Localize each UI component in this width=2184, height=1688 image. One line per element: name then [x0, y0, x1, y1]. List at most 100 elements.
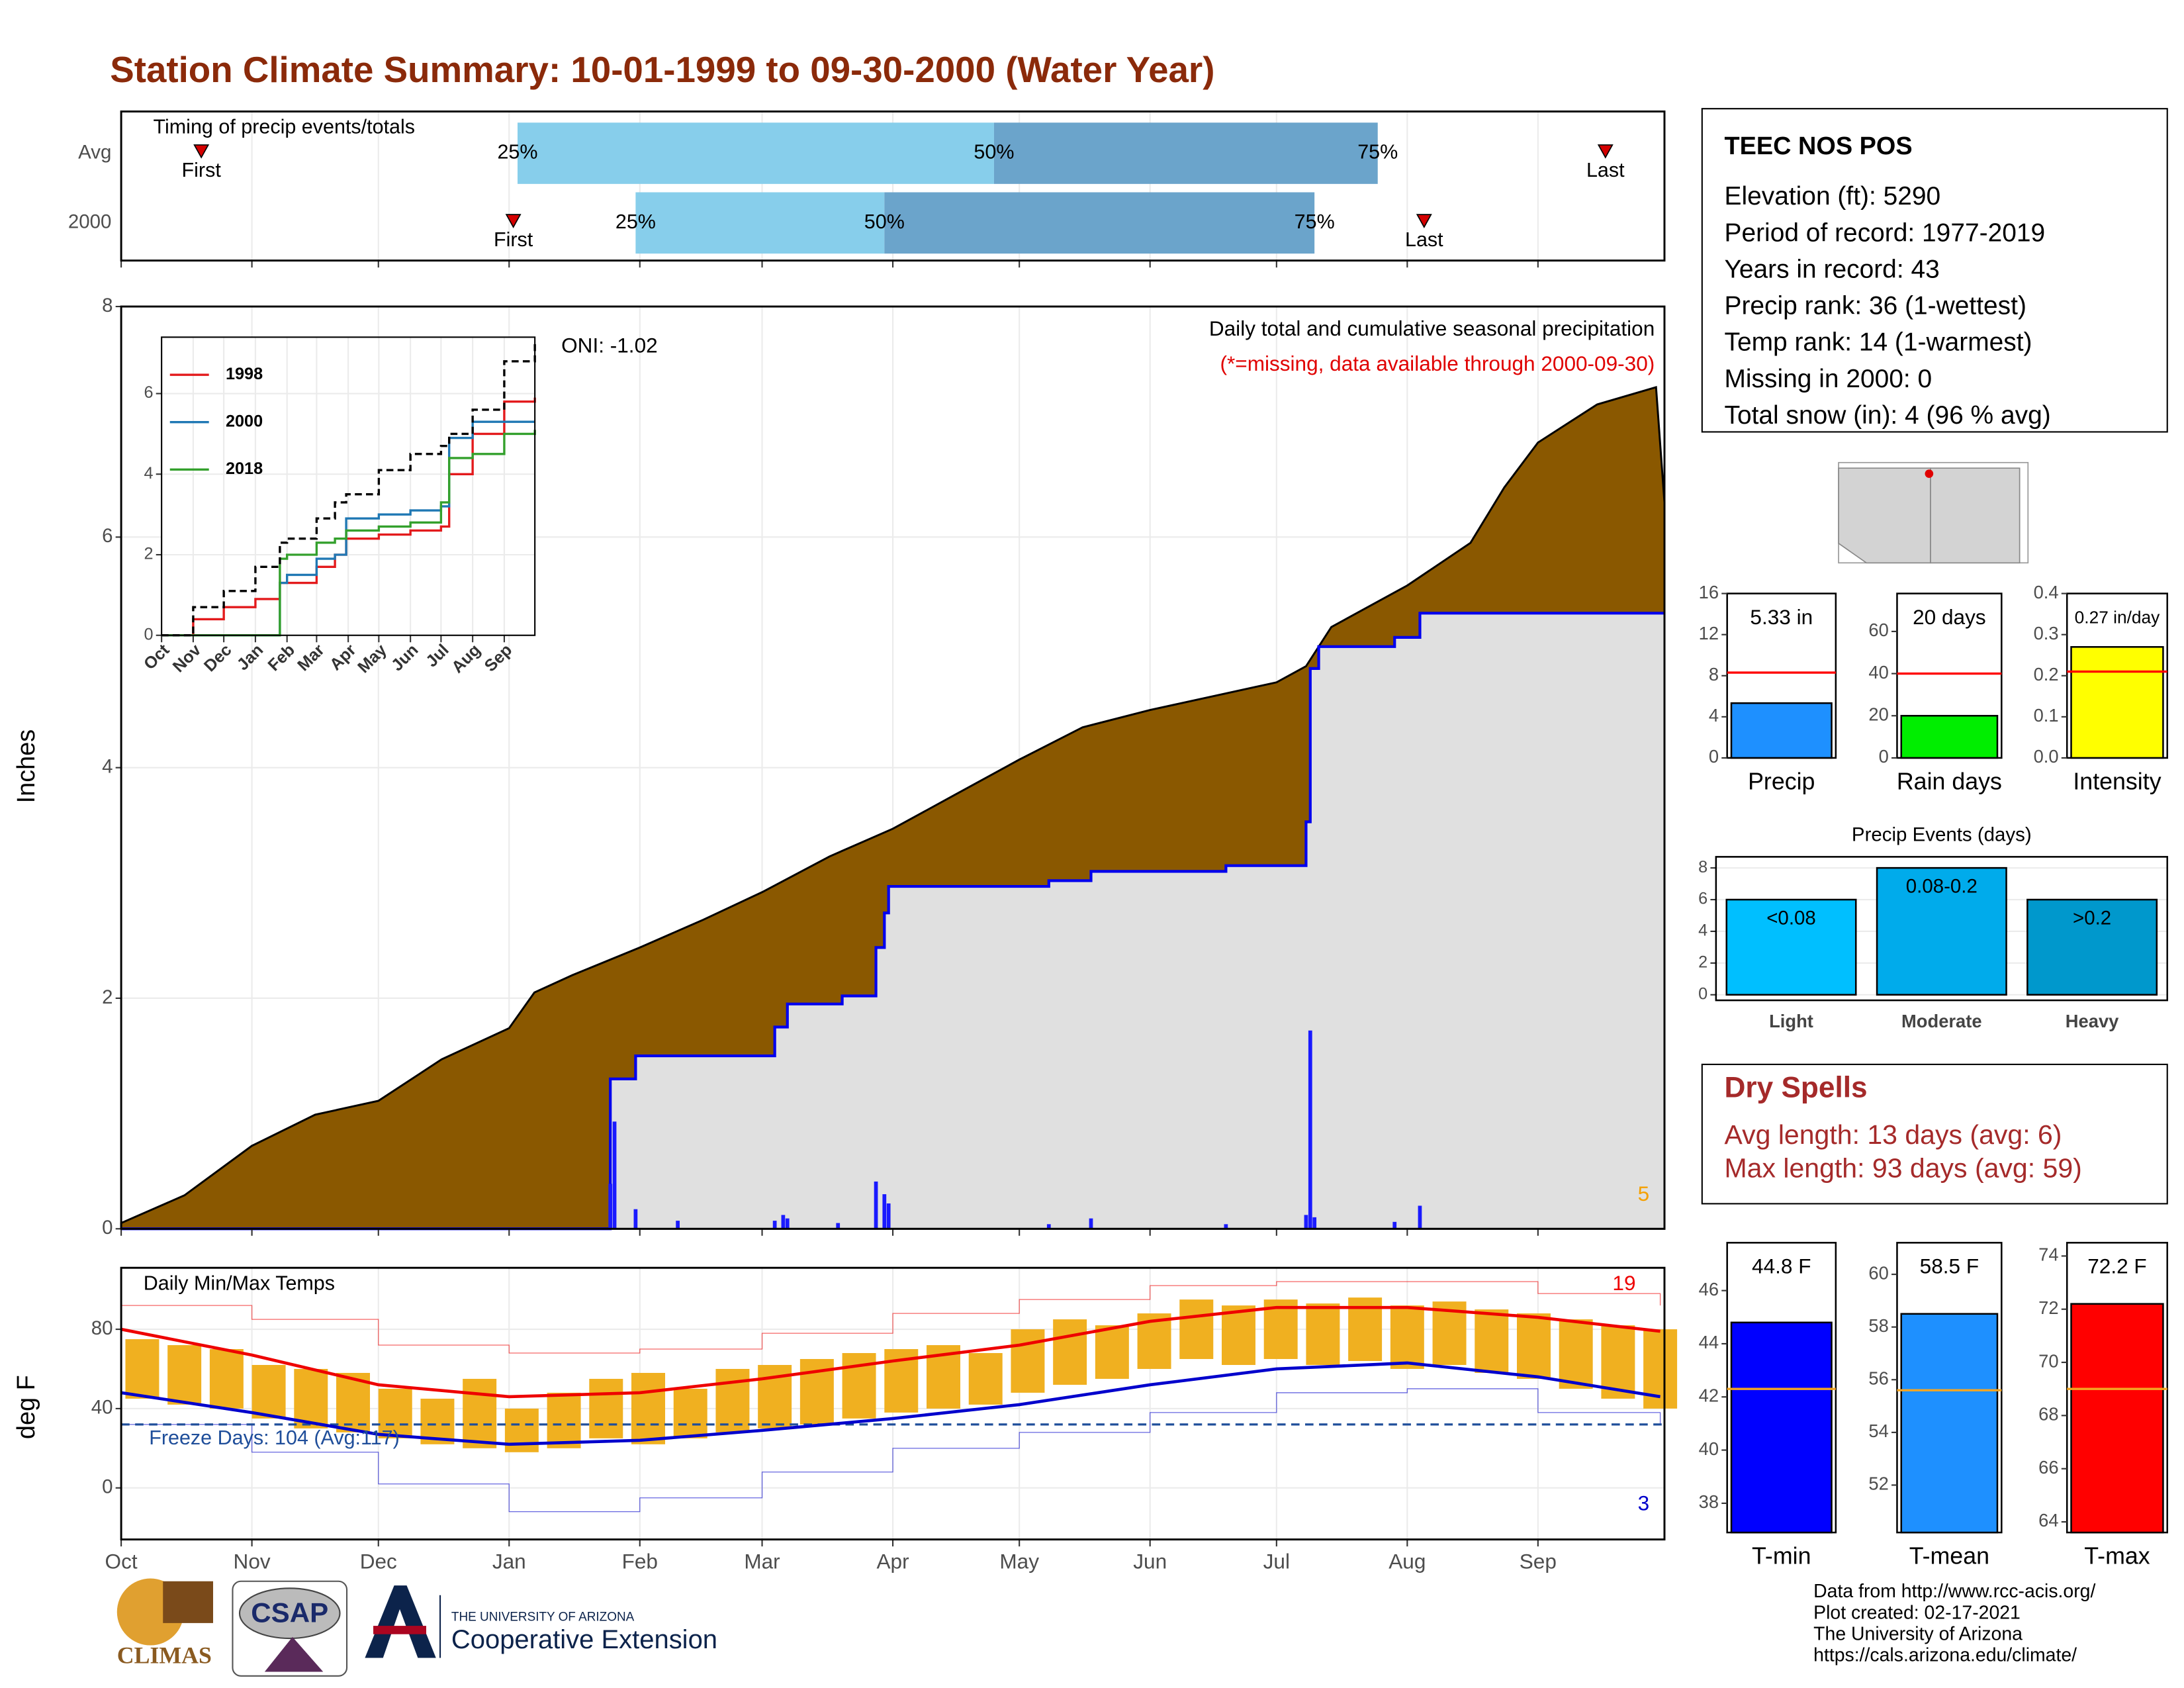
station-line: Precip rank: 36 (1-wettest) [1724, 292, 2026, 320]
y-tick-label: 0 [1709, 746, 1719, 767]
panel-frame [120, 305, 1666, 1230]
timing-chart: Timing of precip events/totals Avg First 25… [68, 110, 1666, 268]
daily-precip-bar [1312, 1217, 1317, 1229]
timing-percent-label: 25% [615, 211, 656, 233]
station-box [1701, 108, 2168, 433]
daily-precip-bar [886, 1203, 891, 1229]
station-line: Period of record: 1977-2019 [1724, 218, 2045, 247]
gauge-value-label: 0.27 in/day [2075, 607, 2161, 627]
gauge-category: T-min [1752, 1542, 1811, 1569]
gauge-value-label: 72.2 F [2087, 1254, 2146, 1278]
y-tick-label: 0 [102, 1217, 113, 1239]
record-min-line [121, 1388, 1661, 1513]
credit-line: https://cals.arizona.edu/climate/ [1813, 1645, 2077, 1666]
page-title: Station Climate Summary: 10-01-1999 to 0… [110, 49, 1214, 90]
y-axis-label: deg F [13, 1375, 40, 1439]
daily-precip-bar [1224, 1224, 1228, 1229]
daily-precip-bar [785, 1218, 790, 1229]
timing-percent-label: 50% [974, 141, 1014, 164]
y-tick-label: 74 [2038, 1244, 2058, 1265]
y-tick-label: 6 [144, 383, 153, 402]
daily-temp-bar [1222, 1305, 1255, 1366]
gauge-bar [2070, 646, 2164, 759]
y-tick-label: 58 [1868, 1315, 1888, 1336]
timing-marker [505, 214, 522, 228]
event-bar-label: <0.08 [1766, 907, 1816, 929]
y-tick-label: 70 [2038, 1350, 2058, 1371]
daily-temp-bar [1559, 1319, 1593, 1389]
y-tick-label: 2 [102, 986, 113, 1008]
panel-frame [120, 1266, 1666, 1541]
location-map [1838, 461, 2029, 564]
dry-spells-box [1701, 1063, 2168, 1205]
gauge-bar [2070, 1303, 2164, 1534]
daily-temp-bar [1095, 1325, 1129, 1379]
csap-mountain [264, 1636, 324, 1672]
gauge-value-label: 58.5 F [1920, 1254, 1979, 1278]
timing-bar [635, 192, 885, 254]
y-tick-label: 40 [91, 1397, 113, 1419]
y-tick-label: 8 [102, 295, 113, 316]
y-tick-label: 80 [91, 1317, 113, 1339]
daily-temp-bar [1306, 1303, 1340, 1366]
gauge-category: Intensity [2073, 768, 2161, 794]
timing-title: Timing of precip events/totals [154, 116, 416, 138]
daily-temp-bar [1179, 1299, 1214, 1360]
y-tick-label: 8 [1709, 664, 1719, 684]
y-tick-label: 68 [2038, 1404, 2058, 1425]
timing-percent-label: 75% [1295, 211, 1335, 233]
y-tick-label: 0 [1879, 746, 1889, 767]
gauge-value-label: 44.8 F [1752, 1254, 1811, 1278]
csap-cloud [238, 1587, 341, 1640]
x-tick-label: Aug [1388, 1550, 1426, 1573]
event-bar-label: 0.08-0.2 [1906, 875, 1978, 897]
daily-precip-bar [676, 1221, 680, 1229]
timing-percent-label: 75% [1357, 141, 1398, 164]
y-tick-label: 0.0 [2034, 746, 2059, 767]
panel-frame [120, 110, 1666, 262]
credit-line: Data from http://www.rcc-acis.org/ [1813, 1581, 2095, 1602]
daily-temp-bar [715, 1368, 750, 1432]
daily-precip-bar [608, 1184, 613, 1229]
event-bar [1725, 898, 1857, 996]
temperature-chart: 0 40 80 Oct Nov Dec Jan Feb Mar Apr May Jun Jul Aug Se… [13, 1266, 1678, 1573]
y-tick-label: 44 [1699, 1332, 1719, 1352]
timing-marker-label: Last [1405, 228, 1443, 251]
x-tick-label: Mar [744, 1550, 780, 1573]
daily-temp-bar [378, 1388, 412, 1438]
daily-precip-bar [772, 1221, 777, 1229]
daily-temp-bar [968, 1353, 1003, 1405]
precip-note: (*=missing, data available through 2000-… [1220, 352, 1655, 375]
daily-temp-bar [1643, 1329, 1678, 1409]
y-tick-label: 2 [144, 545, 153, 563]
daily-precip-bar [781, 1215, 786, 1229]
x-tick-label: Light [1769, 1011, 1813, 1031]
series-line [161, 341, 536, 637]
gauge-bar [1730, 702, 1833, 759]
panel-frame [161, 336, 536, 636]
timing-bar [517, 122, 994, 184]
daily-precip-bar [874, 1181, 878, 1229]
cumulative-2000-area [121, 613, 1664, 1229]
y-tick-label: 64 [2038, 1510, 2058, 1530]
y-tick-label: 56 [1868, 1368, 1888, 1388]
timing-marker [1416, 214, 1432, 228]
daily-precip-bar [1089, 1218, 1093, 1229]
y-tick-label: 2 [1698, 953, 1707, 972]
temp-title: Daily Min/Max Temps [144, 1272, 335, 1295]
daily-temp-bar [294, 1368, 328, 1429]
extension-name: Cooperative Extension [451, 1625, 717, 1654]
daily-precip-bar [1046, 1224, 1051, 1229]
precip-subtitle: Daily total and cumulative seasonal prec… [1209, 316, 1655, 340]
daily-precip-bar [633, 1209, 638, 1229]
gauge-chart: 20 days 0 20 40 60 Rain days [1868, 592, 2003, 794]
daily-temp-bar [463, 1378, 497, 1448]
daily-precip-bar [1308, 1030, 1312, 1229]
events-title: Precip Events (days) [1852, 824, 2032, 846]
daily-precip-bar [836, 1223, 841, 1229]
x-tick-label: Dec [360, 1550, 397, 1573]
y-tick-label: 60 [1868, 1262, 1888, 1283]
x-tick-label: Oct [105, 1550, 138, 1573]
